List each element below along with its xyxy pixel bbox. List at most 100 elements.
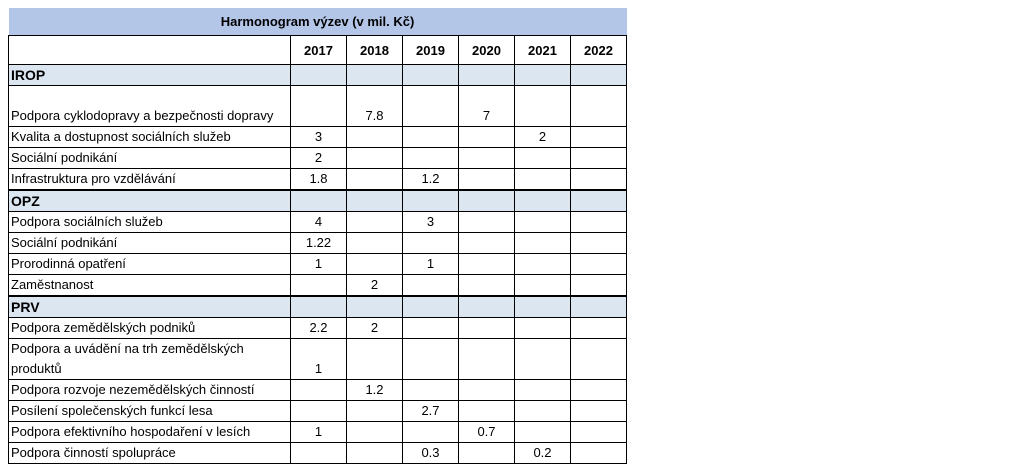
value-cell-2022 [569,421,628,443]
section-empty-cell [514,295,571,318]
table-row: Infrastruktura pro vzdělávání 1.8 1.2 [8,168,628,191]
value-cell-2020 [458,317,515,339]
table-row: Kvalita a dostupnost sociálních služeb 3 2 [8,126,628,148]
value-cell-2021 [514,400,571,422]
row-label: Sociální podnikání [8,147,291,169]
row-label: Podpora cyklodopravy a bezpečnosti dopra… [8,85,291,127]
year-header-2020: 2020 [458,35,515,65]
value-cell-2017: 3 [290,126,347,148]
value-cell-2021 [514,232,571,254]
table-row: Podpora činností spolupráce 0.3 0.2 [8,442,628,464]
section-empty-cell [514,189,571,212]
value-cell-2022 [569,211,628,233]
row-label: Podpora a uvádění na trh zemědělských pr… [8,338,291,380]
row-label: Prorodinná opatření [8,253,291,275]
section-empty-cell [290,64,347,86]
value-cell-2018 [346,126,403,148]
value-cell-2022 [569,232,628,254]
value-cell-2021 [514,379,571,401]
section-empty-cell [402,189,459,212]
table-row: Podpora a uvádění na trh zemědělských pr… [8,338,628,380]
value-cell-2018: 1.2 [346,379,403,401]
table-row: Podpora rozvoje nezemědělských činností 1… [8,379,628,401]
value-cell-2019 [402,274,459,297]
value-cell-2019 [402,317,459,339]
value-cell-2018: 2 [346,274,403,297]
year-header-2018: 2018 [346,35,403,65]
value-cell-2019 [402,379,459,401]
value-cell-2018 [346,147,403,169]
value-cell-2021 [514,168,571,191]
value-cell-2017: 1 [290,421,347,443]
value-cell-2017 [290,379,347,401]
value-cell-2020 [458,211,515,233]
section-empty-cell [569,189,628,212]
value-cell-2021 [514,85,571,127]
table-row: Podpora sociálních služeb 4 3 [8,211,628,233]
value-cell-2022 [569,126,628,148]
year-header-row: 2017 2018 2019 2020 2021 2022 [8,35,628,65]
section-row-prv: PRV [8,295,628,318]
table-row: Podpora cyklodopravy a bezpečnosti dopra… [8,85,628,127]
value-cell-2020 [458,379,515,401]
value-cell-2017: 1 [290,338,347,380]
year-header-2021: 2021 [514,35,571,65]
value-cell-2020 [458,400,515,422]
row-label: Kvalita a dostupnost sociálních služeb [8,126,291,148]
header-empty-cell [8,35,291,65]
value-cell-2021 [514,147,571,169]
value-cell-2017 [290,85,347,127]
value-cell-2022 [569,274,628,297]
row-label: Podpora činností spolupráce [8,442,291,464]
value-cell-2017: 1.22 [290,232,347,254]
table-title: Harmonogram výzev (v mil. Kč) [8,8,627,36]
value-cell-2022 [569,442,628,464]
value-cell-2022 [569,338,628,380]
value-cell-2020 [458,253,515,275]
value-cell-2018 [346,338,403,380]
row-label: Sociální podnikání [8,232,291,254]
row-label: Podpora efektivního hospodaření v lesích [8,421,291,443]
section-empty-cell [458,295,515,318]
value-cell-2022 [569,147,628,169]
table-row: Podpora efektivního hospodaření v lesích… [8,421,628,443]
section-empty-cell [514,64,571,86]
value-cell-2019: 2.7 [402,400,459,422]
year-header-2017: 2017 [290,35,347,65]
value-cell-2020 [458,338,515,380]
value-cell-2018 [346,253,403,275]
section-name: PRV [8,295,291,318]
section-empty-cell [346,189,403,212]
row-label: Posílení společenských funkcí lesa [8,400,291,422]
value-cell-2019 [402,85,459,127]
value-cell-2019 [402,126,459,148]
section-empty-cell [569,64,628,86]
value-cell-2018 [346,400,403,422]
value-cell-2021 [514,421,571,443]
value-cell-2020 [458,274,515,297]
value-cell-2018 [346,211,403,233]
value-cell-2019: 0.3 [402,442,459,464]
schedule-table: Harmonogram výzev (v mil. Kč) 2017 2018 20… [8,8,628,464]
value-cell-2018: 2 [346,317,403,339]
section-empty-cell [402,64,459,86]
value-cell-2021: 2 [514,126,571,148]
row-label: Podpora sociálních služeb [8,211,291,233]
year-header-2022: 2022 [569,35,628,65]
value-cell-2017 [290,274,347,297]
value-cell-2018: 7.8 [346,85,403,127]
value-cell-2019: 1 [402,253,459,275]
section-empty-cell [458,64,515,86]
table-row: Podpora zemědělských podniků 2.2 2 [8,317,628,339]
row-label: Infrastruktura pro vzdělávání [8,168,291,191]
value-cell-2019: 3 [402,211,459,233]
value-cell-2020 [458,147,515,169]
value-cell-2021 [514,317,571,339]
value-cell-2018 [346,442,403,464]
section-empty-cell [346,64,403,86]
value-cell-2017 [290,400,347,422]
value-cell-2019 [402,232,459,254]
table-row: Sociální podnikání 1.22 [8,232,628,254]
schedule-table-container: Harmonogram výzev (v mil. Kč) 2017 2018 20… [8,8,628,464]
value-cell-2020 [458,126,515,148]
